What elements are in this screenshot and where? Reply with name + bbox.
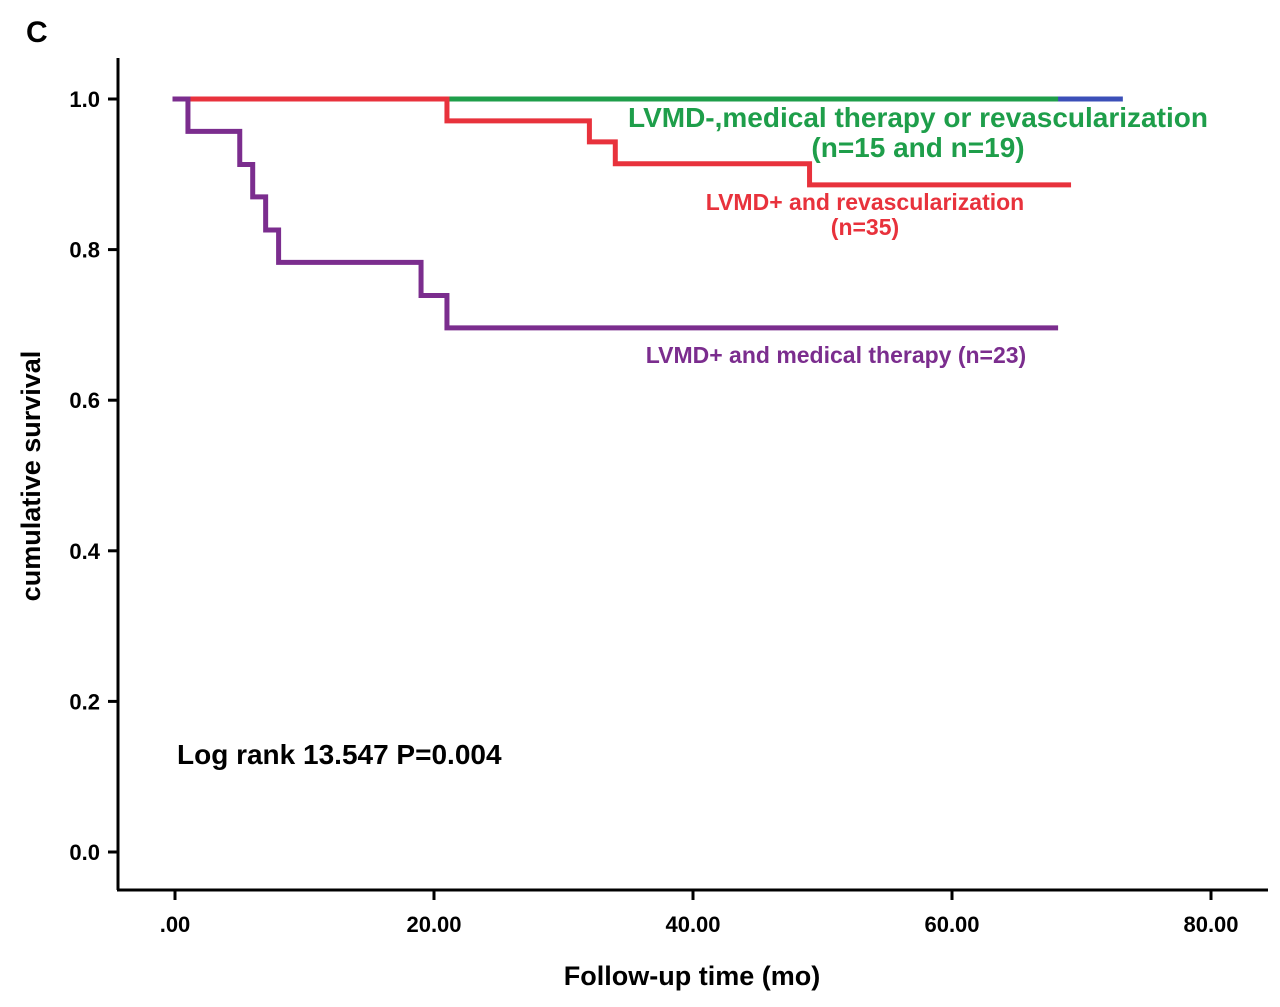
y-tick-label: 1.0 — [69, 87, 100, 112]
y-tick-label: 0.0 — [69, 840, 100, 865]
annotations: LVMD-,medical therapy or revascularizati… — [628, 102, 1208, 368]
y-axis-title: cumulative survival — [16, 351, 46, 602]
annotation-green-line2: (n=15 and n=19) — [811, 132, 1024, 163]
x-tick-label: 20.00 — [406, 912, 461, 937]
series-group — [172, 96, 1123, 331]
annotation-purple-line1: LVMD+ and medical therapy (n=23) — [646, 342, 1026, 368]
x-tick-label: .00 — [160, 912, 191, 937]
y-tick-label: 0.6 — [69, 388, 100, 413]
y-tick-label: 0.4 — [69, 539, 100, 564]
x-tick-label: 40.00 — [665, 912, 720, 937]
annotation-green-line1: LVMD-,medical therapy or revascularizati… — [628, 102, 1208, 133]
series-red-line — [185, 96, 1072, 188]
x-ticks: .00 20.00 40.00 60.00 80.00 — [160, 890, 1239, 937]
x-axis-title: Follow-up time (mo) — [564, 961, 820, 991]
y-ticks: 0.0 0.2 0.4 0.6 0.8 1.0 — [69, 87, 118, 865]
log-rank-statistic: Log rank 13.547 P=0.004 — [177, 739, 502, 770]
y-tick-label: 0.8 — [69, 238, 100, 263]
x-tick-label: 60.00 — [924, 912, 979, 937]
y-tick-label: 0.2 — [69, 689, 100, 714]
panel-label: C — [26, 16, 48, 49]
series-purple-line — [172, 96, 1059, 331]
x-tick-label: 80.00 — [1183, 912, 1238, 937]
annotation-red-line2: (n=35) — [831, 214, 899, 240]
annotation-red-line1: LVMD+ and revascularization — [706, 189, 1024, 215]
